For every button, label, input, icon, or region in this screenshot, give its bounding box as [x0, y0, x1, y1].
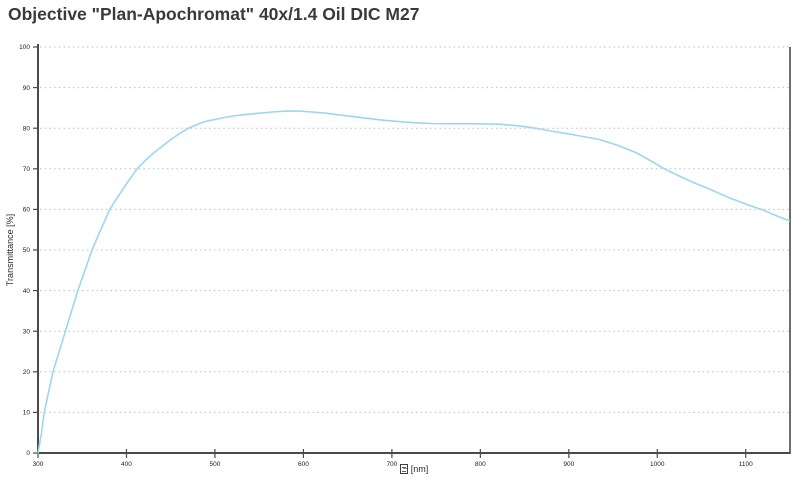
x-tick-label: 300 [33, 461, 44, 468]
x-axis-title: [nm] [38, 464, 790, 474]
x-tick-label: 600 [298, 461, 309, 468]
y-tick-label: 70 [23, 166, 31, 173]
y-tick-label: 0 [26, 450, 30, 457]
y-tick-label: 50 [23, 247, 31, 254]
y-tick-label: 80 [23, 125, 31, 132]
y-tick-label: 40 [23, 288, 31, 295]
y-tick-label: 100 [19, 44, 30, 51]
missing-glyph-box-icon [399, 464, 408, 474]
x-tick-label: 700 [386, 461, 397, 468]
y-tick-label: 10 [23, 410, 31, 417]
x-tick-label: 900 [563, 461, 574, 468]
x-tick-label: 1000 [650, 461, 665, 468]
x-axis-unit-label: [nm] [410, 464, 429, 474]
y-tick-label: 20 [23, 369, 31, 376]
page-title: Objective "Plan-Apochromat" 40x/1.4 Oil … [8, 4, 420, 24]
x-tick-label: 800 [475, 461, 486, 468]
x-tick-label: 400 [121, 461, 132, 468]
x-tick-label: 1100 [739, 461, 753, 468]
x-tick-label: 500 [210, 461, 221, 468]
y-tick-label: 60 [23, 207, 31, 214]
transmittance-curve [37, 110, 790, 454]
y-tick-label: 90 [23, 85, 31, 92]
y-tick-label: 30 [23, 328, 31, 335]
